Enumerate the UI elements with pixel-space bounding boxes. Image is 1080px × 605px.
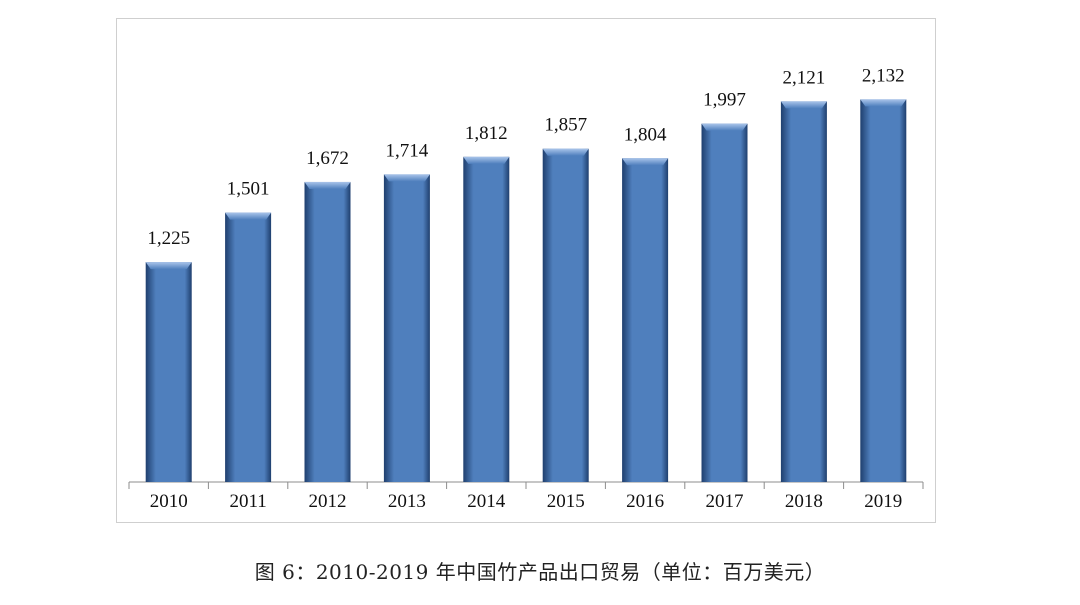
bar-body [701, 123, 748, 482]
bar-2014 [463, 156, 510, 483]
bar-body [622, 158, 669, 482]
data-label: 1,997 [703, 90, 746, 111]
bar-2019 [860, 99, 907, 482]
bar-2017 [701, 123, 748, 482]
x-tick-label: 2018 [785, 491, 823, 512]
bar-2012 [304, 181, 351, 483]
data-label: 1,501 [227, 179, 270, 200]
bar-cap [542, 148, 589, 156]
x-tick-label: 2017 [706, 491, 744, 512]
x-tick-label: 2014 [467, 491, 506, 512]
x-tick-label: 2015 [547, 491, 585, 512]
bar-cap [304, 181, 351, 189]
data-label: 1,812 [465, 123, 508, 144]
bar-body [225, 212, 272, 482]
bar-chart: 1,225 2010 1,501 2011 1,672 2012 1,714 2013 1,81… [128, 65, 924, 512]
data-label: 2,132 [862, 65, 905, 86]
data-label: 1,804 [624, 124, 667, 145]
bar-cap [780, 101, 827, 109]
bar-2010 [145, 262, 192, 482]
bar-2013 [383, 174, 430, 482]
bar-body [860, 99, 907, 482]
figure-caption: 图 6：2010-2019 年中国竹产品出口贸易（单位：百万美元） [254, 560, 826, 584]
x-tick-label: 2019 [864, 491, 902, 512]
x-tick-label: 2016 [626, 491, 664, 512]
data-label: 1,225 [147, 228, 190, 249]
x-tick-label: 2013 [388, 491, 426, 512]
bar-body [383, 174, 430, 482]
data-label: 1,714 [386, 140, 429, 161]
bar-cap [225, 212, 272, 220]
x-tick-label: 2010 [150, 491, 188, 512]
bar-2011 [225, 212, 272, 482]
bar-cap [463, 156, 510, 164]
bar-body [304, 181, 351, 483]
bar-2018 [780, 101, 827, 482]
bar-2015 [542, 148, 589, 482]
bar-cap [860, 99, 907, 107]
bar-2016 [622, 158, 669, 482]
bar-body [145, 262, 192, 482]
data-label: 2,121 [783, 67, 826, 88]
bar-cap [383, 174, 430, 182]
chart-frame: 1,225 2010 1,501 2011 1,672 2012 1,714 2013 1,81… [116, 18, 936, 523]
bar-body [542, 148, 589, 482]
x-tick-label: 2012 [309, 491, 347, 512]
data-label: 1,672 [306, 148, 349, 169]
bar-body [780, 101, 827, 482]
bar-body [463, 156, 510, 483]
bar-cap [701, 123, 748, 131]
bar-cap [622, 158, 669, 166]
bar-cap [145, 262, 192, 270]
data-label: 1,857 [544, 115, 587, 136]
x-tick-label: 2011 [229, 491, 266, 512]
